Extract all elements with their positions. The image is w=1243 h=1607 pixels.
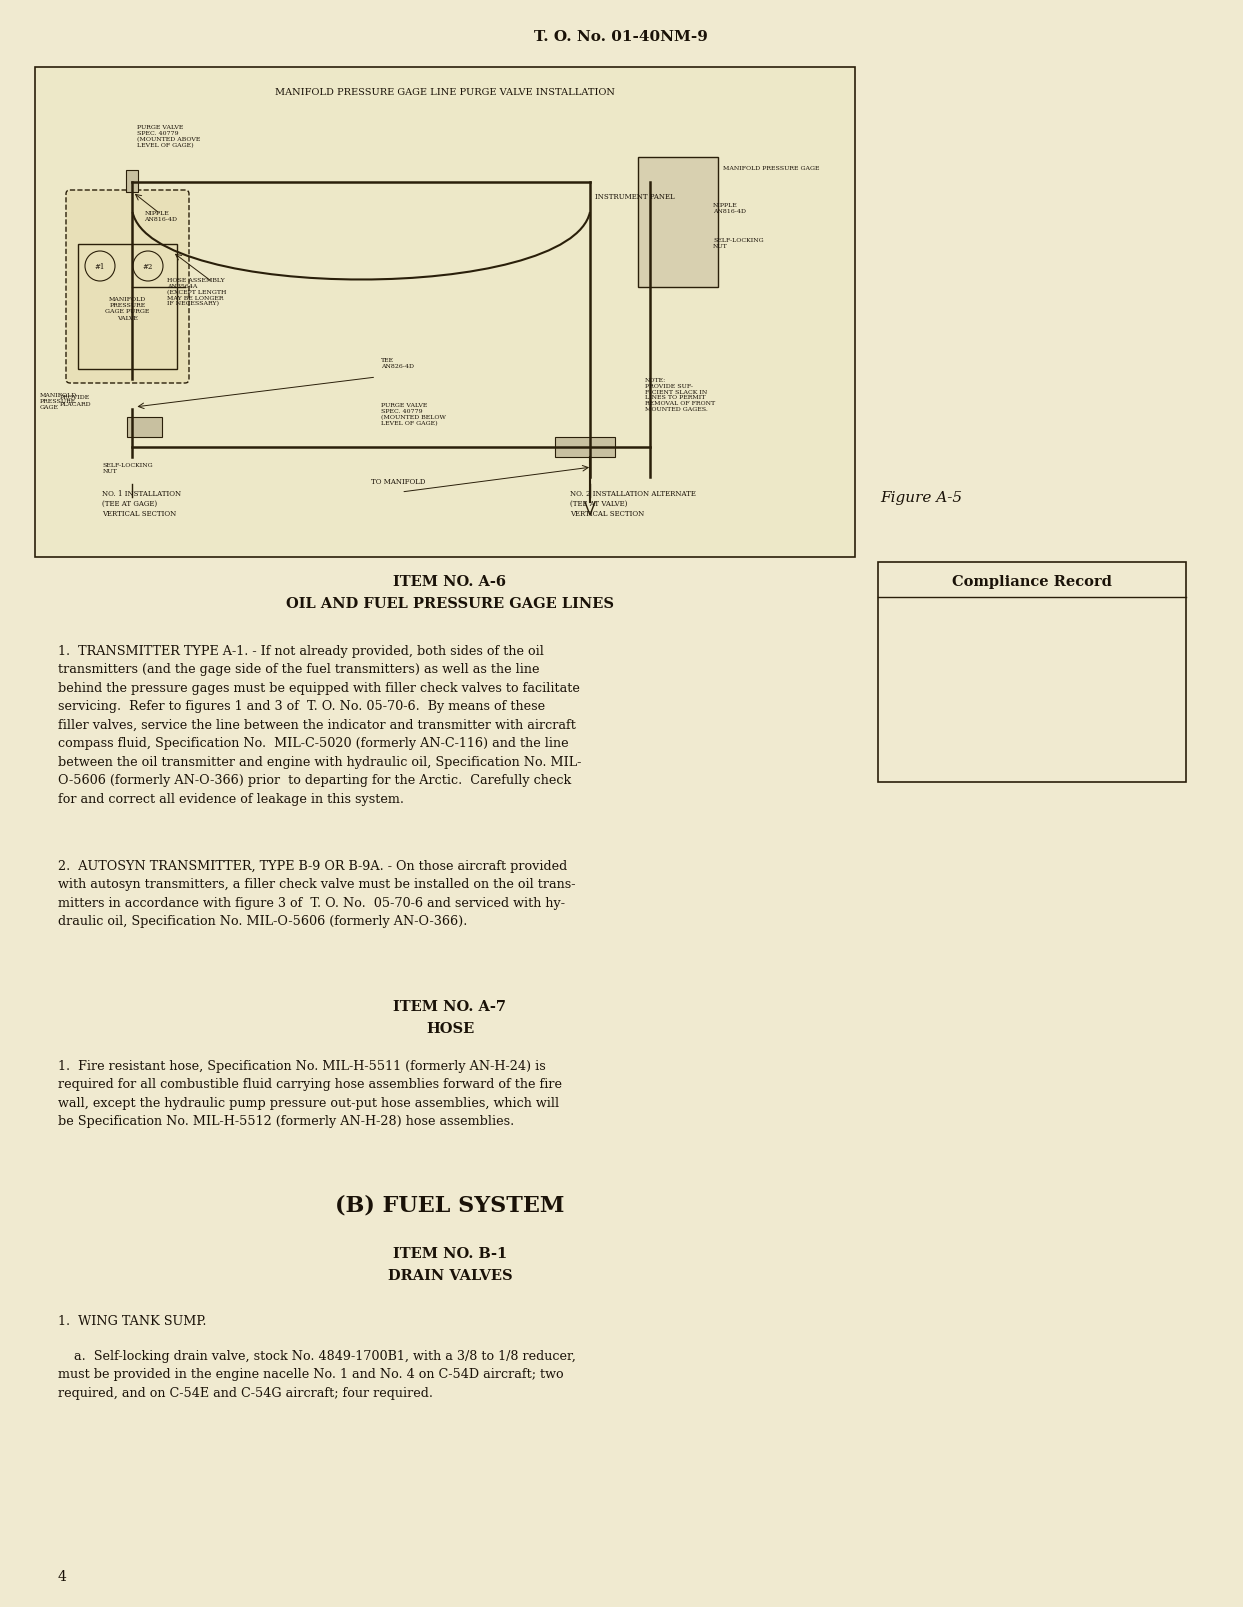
Text: HOSE: HOSE: [426, 1022, 474, 1035]
Text: PURGE VALVE
SPEC. 40779
(MOUNTED BELOW
LEVEL OF GAGE): PURGE VALVE SPEC. 40779 (MOUNTED BELOW L…: [382, 403, 446, 426]
Text: MANIFOLD
PRESSURE
GAGE: MANIFOLD PRESSURE GAGE: [40, 392, 77, 410]
Text: TEE
AN826-4D: TEE AN826-4D: [382, 358, 414, 368]
Text: DRAIN VALVES: DRAIN VALVES: [388, 1268, 512, 1282]
Text: #1: #1: [94, 264, 106, 272]
Text: MANIFOLD PRESSURE GAGE LINE PURGE VALVE INSTALLATION: MANIFOLD PRESSURE GAGE LINE PURGE VALVE …: [275, 88, 615, 96]
Text: NIPPLE
AN816-4D: NIPPLE AN816-4D: [144, 211, 178, 222]
Text: NO. 2 INSTALLATION ALTERNATE
(TEE AT VALVE)
VERTICAL SECTION: NO. 2 INSTALLATION ALTERNATE (TEE AT VAL…: [571, 490, 696, 517]
Text: PROVIDE
PLACARD: PROVIDE PLACARD: [60, 395, 92, 407]
Text: ITEM NO. A-7: ITEM NO. A-7: [394, 1000, 506, 1014]
Text: 1.  WING TANK SUMP.: 1. WING TANK SUMP.: [58, 1315, 206, 1327]
Text: Compliance Record: Compliance Record: [952, 575, 1112, 588]
Text: MANIFOLD
PRESSURE
GAGE PURGE
VALVE: MANIFOLD PRESSURE GAGE PURGE VALVE: [106, 297, 149, 320]
Text: SELF-LOCKING
NUT: SELF-LOCKING NUT: [713, 238, 763, 249]
Text: SELF-LOCKING
NUT: SELF-LOCKING NUT: [102, 463, 153, 474]
Text: ITEM NO. B-1: ITEM NO. B-1: [393, 1245, 507, 1260]
Text: 1.  Fire resistant hose, Specification No. MIL-H-5511 (formerly AN-H-24) is
requ: 1. Fire resistant hose, Specification No…: [58, 1059, 562, 1128]
Text: OIL AND FUEL PRESSURE GAGE LINES: OIL AND FUEL PRESSURE GAGE LINES: [286, 596, 614, 611]
Text: PURGE VALVE
SPEC. 40779
(MOUNTED ABOVE
LEVEL OF GAGE): PURGE VALVE SPEC. 40779 (MOUNTED ABOVE L…: [138, 125, 201, 148]
Text: HOSE ASSEMBLY
AN3564A
(EXCEPT LENGTH
MAY BE LONGER
IF NECESSARY): HOSE ASSEMBLY AN3564A (EXCEPT LENGTH MAY…: [168, 278, 227, 307]
Text: #2: #2: [143, 264, 153, 272]
Text: 2.  AUTOSYN TRANSMITTER, TYPE B-9 OR B-9A. - On those aircraft provided
with aut: 2. AUTOSYN TRANSMITTER, TYPE B-9 OR B-9A…: [58, 860, 576, 927]
Text: Figure A-5: Figure A-5: [880, 490, 962, 505]
Text: ITEM NO. A-6: ITEM NO. A-6: [394, 575, 506, 588]
Text: (B) FUEL SYSTEM: (B) FUEL SYSTEM: [336, 1194, 564, 1216]
Text: 4: 4: [58, 1568, 67, 1583]
Text: TO MANIFOLD: TO MANIFOLD: [372, 477, 425, 485]
Bar: [638, 157, 718, 288]
Text: a.  Self-locking drain valve, stock No. 4849-1700B1, with a 3/8 to 1/8 reducer,
: a. Self-locking drain valve, stock No. 4…: [58, 1350, 576, 1400]
Text: MANIFOLD PRESSURE GAGE: MANIFOLD PRESSURE GAGE: [723, 166, 819, 170]
Bar: [128, 418, 163, 437]
Text: T. O. No. 01-40NM-9: T. O. No. 01-40NM-9: [534, 31, 709, 43]
Bar: [78, 244, 177, 370]
Text: INSTRUMENT PANEL: INSTRUMENT PANEL: [595, 193, 675, 201]
Bar: [556, 437, 615, 458]
Text: 1.  TRANSMITTER TYPE A-1. - If not already provided, both sides of the oil
trans: 1. TRANSMITTER TYPE A-1. - If not alread…: [58, 644, 582, 805]
Text: NIPPLE
AN816-4D: NIPPLE AN816-4D: [713, 202, 746, 214]
FancyBboxPatch shape: [66, 191, 189, 384]
Text: NOTE:
PROVIDE SUF-
FICIENT SLACK IN
LINES TO PERMIT
REMOVAL OF FRONT
MOUNTED GAG: NOTE: PROVIDE SUF- FICIENT SLACK IN LINE…: [645, 378, 715, 411]
Bar: [35, 67, 855, 558]
Bar: [127, 170, 138, 193]
Text: NO. 1 INSTALLATION
(TEE AT GAGE)
VERTICAL SECTION: NO. 1 INSTALLATION (TEE AT GAGE) VERTICA…: [102, 490, 181, 517]
Bar: [878, 562, 1186, 783]
